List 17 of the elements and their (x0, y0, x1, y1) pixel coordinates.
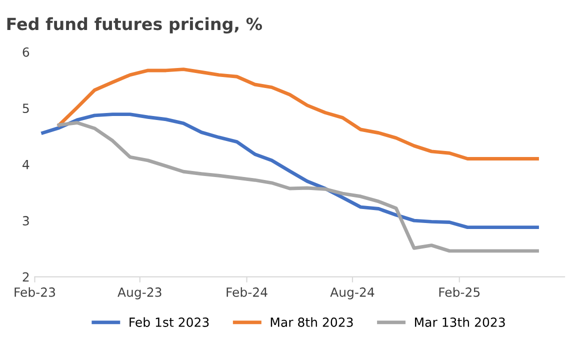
x-tick-label: Aug-24 (330, 287, 374, 300)
legend-label: Feb 1st 2023 (130, 317, 209, 327)
y-tick-label: 6 (22, 47, 30, 57)
x-tick-label: Feb-23 (14, 287, 56, 297)
y-tick-label: 4 (22, 160, 30, 170)
y-tick-label: 5 (22, 104, 29, 114)
chart-title: Fed fund futures pricing, % (7, 17, 262, 34)
x-tick-label: Feb-24 (226, 287, 268, 297)
y-tick-label: 2 (22, 272, 29, 282)
line-series (41, 112, 539, 230)
x-tick-label: Aug-23 (118, 287, 162, 300)
line-series (57, 121, 539, 253)
line-series (57, 68, 539, 160)
legend-label: Mar 8th 2023 (270, 317, 353, 327)
legend-label: Mar 13th 2023 (415, 317, 505, 327)
x-tick-label: Feb-25 (439, 287, 480, 297)
y-tick-label: 3 (22, 216, 29, 226)
